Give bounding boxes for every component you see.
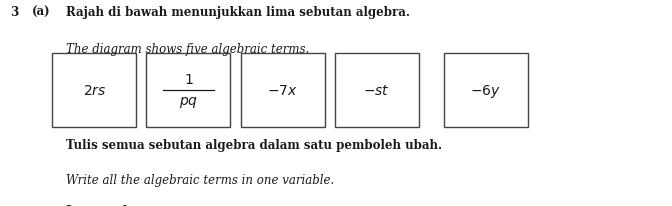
Bar <box>146 54 230 128</box>
Bar <box>335 54 419 128</box>
Text: 3: 3 <box>10 6 18 19</box>
Text: $-st$: $-st$ <box>364 84 390 98</box>
Text: Write all the algebraic terms in one variable.: Write all the algebraic terms in one var… <box>66 173 334 186</box>
Text: $-7x$: $-7x$ <box>267 84 298 98</box>
Text: Tulis semua sebutan algebra dalam satu pemboleh ubah.: Tulis semua sebutan algebra dalam satu p… <box>66 138 442 151</box>
Bar <box>444 54 528 128</box>
Text: The diagram shows five algebraic terms.: The diagram shows five algebraic terms. <box>66 43 309 56</box>
Bar <box>241 54 325 128</box>
Text: $2rs$: $2rs$ <box>83 84 106 98</box>
Bar <box>52 54 136 128</box>
Text: (a): (a) <box>32 6 51 19</box>
Text: $-6y$: $-6y$ <box>470 82 501 99</box>
Text: Jawapan/: Jawapan/ <box>66 204 126 206</box>
Text: Rajah di bawah menunjukkan lima sebutan algebra.: Rajah di bawah menunjukkan lima sebutan … <box>66 6 410 19</box>
Text: $pq$: $pq$ <box>179 95 198 109</box>
Text: Answer:: Answer: <box>120 204 172 206</box>
Text: $1$: $1$ <box>183 72 194 86</box>
